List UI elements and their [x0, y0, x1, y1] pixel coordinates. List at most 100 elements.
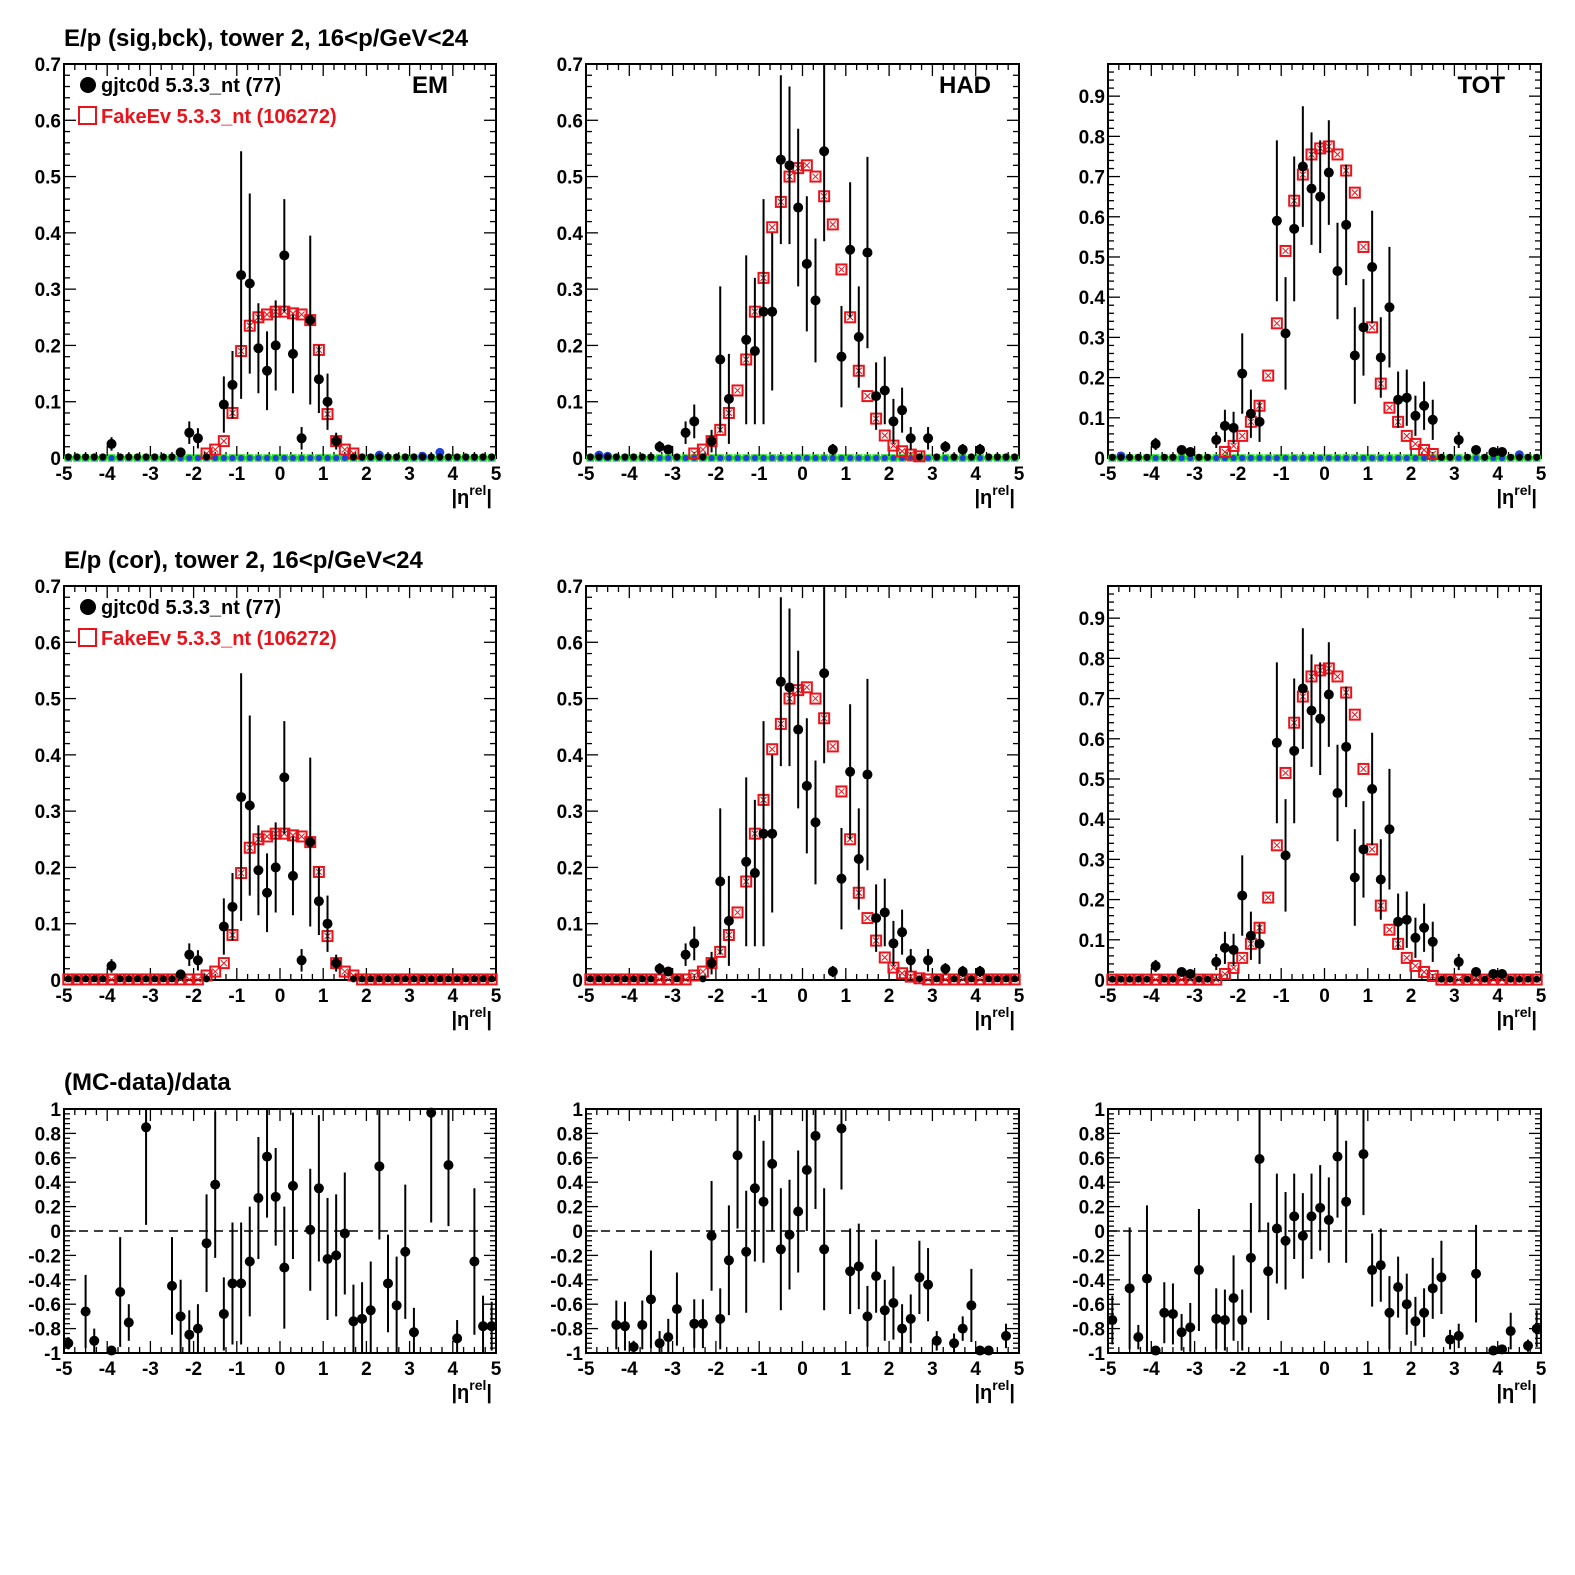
data-point — [141, 1122, 152, 1133]
data-point — [270, 862, 281, 873]
data-point-zero — [375, 453, 383, 461]
data-point-zero — [950, 453, 958, 461]
y-tick-label: 0.2 — [1079, 1198, 1105, 1219]
y-tick-label: 0.4 — [35, 1173, 62, 1194]
data-point-zero — [64, 453, 72, 461]
mc-point — [922, 973, 935, 986]
x-tick-label: 3 — [1449, 1359, 1460, 1380]
data-point — [218, 921, 229, 932]
x-axis-label: |ηrel| — [451, 482, 492, 509]
background-data-point — [1317, 455, 1324, 461]
mc-point — [1270, 317, 1283, 330]
data-point — [227, 901, 238, 912]
mc-point — [1192, 973, 1205, 986]
data-point-zero — [203, 453, 211, 461]
mc-point — [1426, 969, 1439, 982]
data-point — [408, 1327, 419, 1338]
data-point — [853, 853, 864, 864]
data-point-zero — [133, 975, 141, 983]
x-tick-label: 2 — [361, 986, 372, 1007]
background-data-point — [760, 455, 767, 461]
y-tick-label: 1 — [572, 1100, 583, 1121]
x-tick-label: -1 — [1273, 1359, 1290, 1380]
mc-point-cross — [690, 450, 698, 457]
x-tick-label: -2 — [707, 1359, 724, 1380]
mc-point-cross — [768, 223, 776, 231]
background-data-point — [959, 455, 966, 461]
mc-point — [183, 973, 196, 986]
data-point-zero — [950, 975, 958, 983]
background-data-point — [281, 455, 288, 461]
data-point — [305, 837, 316, 848]
mc-point — [356, 973, 369, 986]
x-tick-label: -3 — [1186, 986, 1203, 1007]
mc-point-cross — [1403, 432, 1411, 440]
mc-point — [1114, 973, 1127, 986]
data-point — [1375, 874, 1386, 885]
data-point-zero — [462, 453, 470, 461]
data-point-zero — [1524, 975, 1532, 983]
mc-point — [1357, 240, 1370, 253]
data-point — [1393, 916, 1404, 927]
data-point-zero — [604, 453, 612, 461]
mc-point — [1357, 762, 1370, 775]
data-point-zero — [1143, 975, 1151, 983]
background-data-point — [238, 455, 245, 461]
x-tick-label: -3 — [1186, 464, 1203, 485]
data-point — [784, 160, 795, 171]
mc-point — [1504, 973, 1517, 986]
background-data-point — [1377, 455, 1384, 461]
data-point — [1297, 683, 1308, 694]
data-point — [236, 792, 247, 803]
data-point — [1297, 1230, 1308, 1241]
data-point-zero — [401, 453, 409, 461]
x-axis-label-main: |η — [1496, 487, 1514, 509]
data-point — [741, 1246, 752, 1257]
data-point — [879, 1305, 890, 1316]
x-tick-label: 5 — [491, 986, 502, 1007]
y-tick-label: 0.5 — [1079, 248, 1106, 269]
data-point — [697, 1318, 708, 1329]
data-point — [1185, 968, 1196, 979]
mc-point — [896, 967, 909, 980]
data-point-zero — [1126, 975, 1134, 983]
mc-point — [1106, 973, 1119, 986]
y-tick-label: 0.5 — [35, 690, 62, 711]
data-point — [1410, 410, 1421, 421]
data-point — [689, 938, 700, 949]
background-data-point — [1421, 455, 1428, 461]
x-tick-label: -4 — [99, 986, 116, 1007]
mc-point-cross — [959, 976, 967, 983]
y-tick-label: -0.4 — [28, 1271, 61, 1292]
x-tick-label: -4 — [1143, 464, 1160, 485]
panel-2-0: -5 -4 -3 -2 -1 0 1 2 3 4 5 -1 -0.8 -0.6 -0.4 -0.2 0 0.2 0.… — [28, 1100, 501, 1404]
data-point — [810, 1130, 821, 1141]
data-point — [1367, 1265, 1378, 1276]
panel-label-em: EM — [412, 72, 448, 99]
panel-1-0: -5 -4 -3 -2 -1 0 1 2 3 4 5 0 0.1 0.2 0.3 0.4 0.5 0.6 0.7 |η… — [35, 577, 502, 1031]
data-point — [1107, 1315, 1118, 1326]
y-tick-label: 0.2 — [557, 336, 583, 357]
data-point — [322, 396, 333, 407]
y-tick-label: 0.9 — [1079, 609, 1105, 630]
data-point — [758, 828, 769, 839]
data-point — [331, 958, 342, 969]
data-point — [680, 427, 691, 438]
background-data-point — [777, 455, 784, 461]
mc-point-cross — [1368, 323, 1376, 331]
data-point-zero — [1160, 975, 1168, 983]
data-point — [1280, 1235, 1291, 1246]
background-data-point — [665, 455, 672, 461]
mc-point-cross — [1264, 894, 1272, 901]
data-point-zero — [1169, 453, 1177, 461]
data-point — [715, 354, 726, 365]
mc-point — [800, 681, 813, 694]
data-point — [167, 1280, 177, 1291]
data-point — [1228, 944, 1239, 955]
background-data-point — [855, 455, 862, 461]
data-point — [1427, 936, 1438, 947]
data-point — [940, 441, 951, 452]
data-point-zero — [1117, 975, 1125, 983]
y-tick-label: 0 — [50, 1222, 61, 1243]
mc-point — [610, 973, 623, 986]
